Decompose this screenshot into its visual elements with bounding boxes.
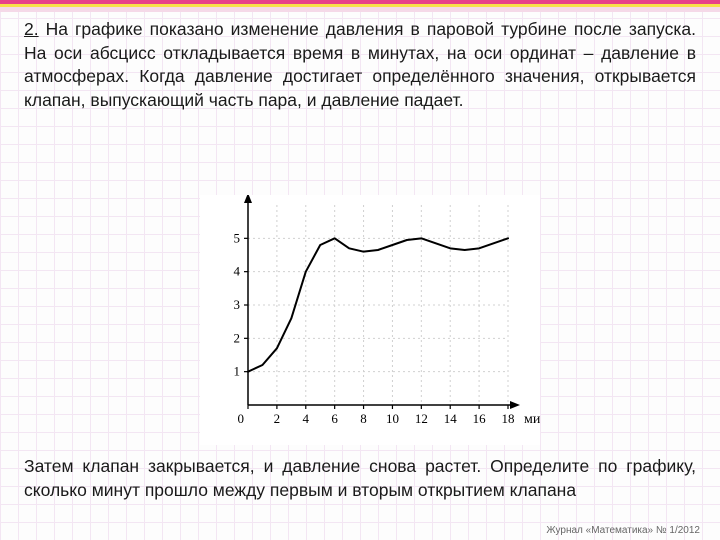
svg-text:12: 12 bbox=[415, 411, 428, 426]
footer-citation: Журнал «Математика» № 1/2012 bbox=[546, 525, 700, 536]
svg-text:14: 14 bbox=[444, 411, 458, 426]
svg-text:4: 4 bbox=[303, 411, 310, 426]
chart-svg: 12345246810121416180атммин bbox=[200, 195, 540, 445]
svg-text:мин: мин bbox=[524, 412, 540, 427]
svg-text:8: 8 bbox=[360, 411, 367, 426]
decor-band-2 bbox=[0, 7, 720, 12]
decor-band-container bbox=[0, 0, 720, 12]
svg-text:4: 4 bbox=[234, 264, 241, 279]
svg-text:1: 1 bbox=[234, 364, 241, 379]
svg-text:2: 2 bbox=[234, 330, 241, 345]
svg-text:18: 18 bbox=[502, 411, 515, 426]
svg-text:5: 5 bbox=[234, 230, 241, 245]
problem-text: 2. На графике показано изменение давлени… bbox=[24, 18, 696, 113]
svg-text:0: 0 bbox=[238, 411, 245, 426]
footer-text: Журнал «Математика» № 1/2012 bbox=[546, 525, 700, 536]
svg-text:16: 16 bbox=[473, 411, 487, 426]
svg-text:3: 3 bbox=[234, 297, 241, 312]
svg-text:10: 10 bbox=[386, 411, 399, 426]
problem-number: 2. bbox=[24, 19, 39, 39]
pressure-chart: 12345246810121416180атммин bbox=[200, 195, 540, 445]
svg-text:6: 6 bbox=[331, 411, 338, 426]
followup-body: Затем клапан закрывается, и давление сно… bbox=[24, 456, 696, 500]
followup-text: Затем клапан закрывается, и давление сно… bbox=[24, 455, 696, 502]
problem-body: На графике показано изменение давления в… bbox=[24, 19, 696, 110]
svg-text:2: 2 bbox=[274, 411, 281, 426]
